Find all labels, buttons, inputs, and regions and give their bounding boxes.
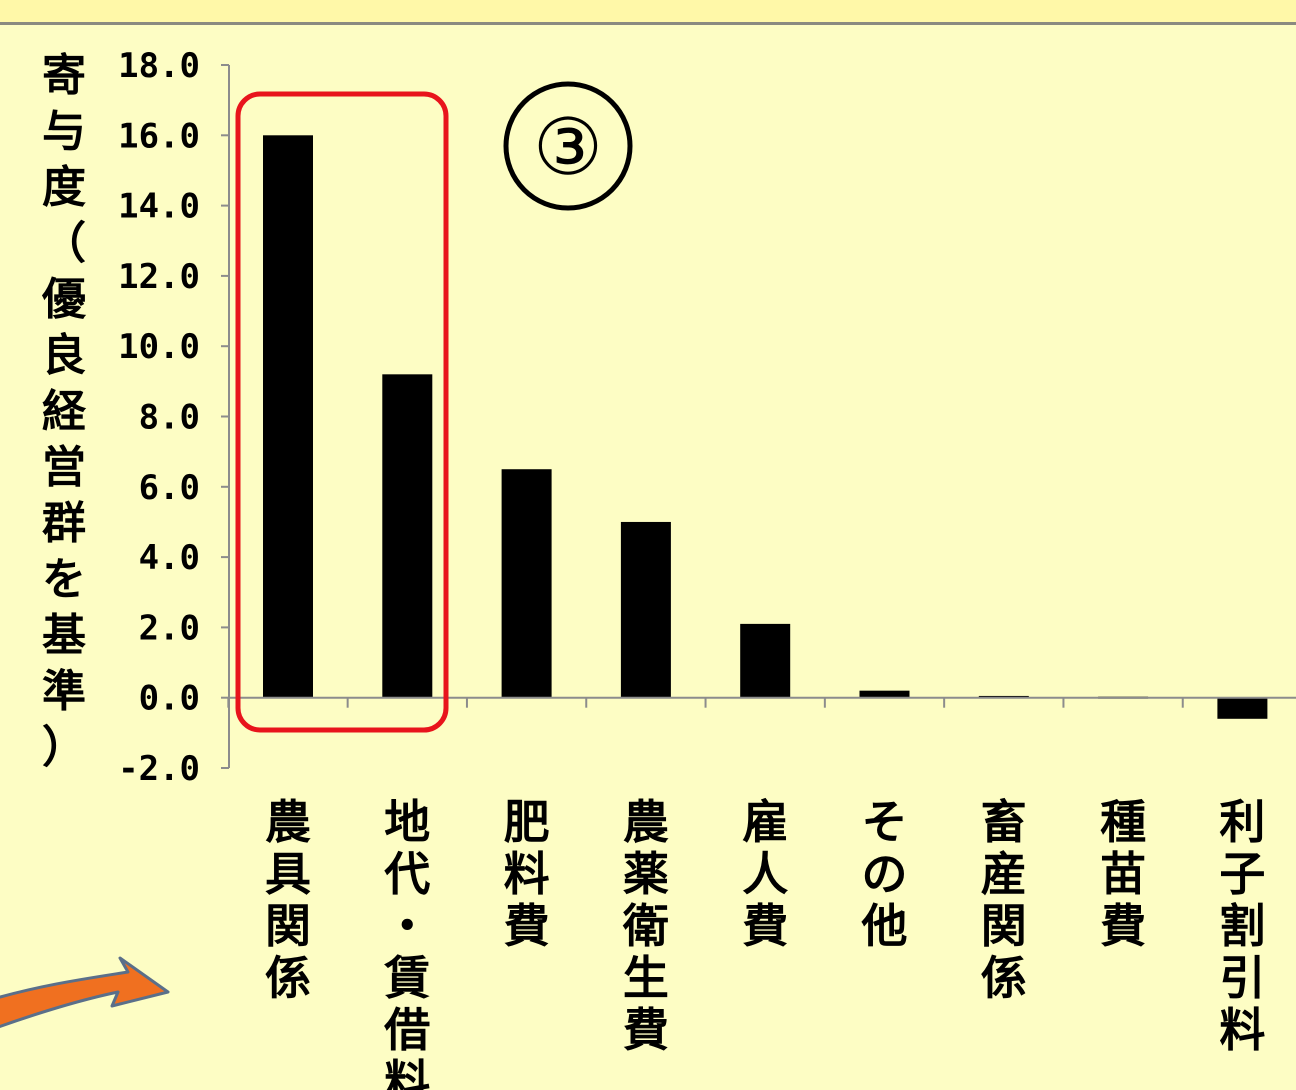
category-label: その他: [861, 795, 908, 953]
category-label: 利子割引料: [1219, 795, 1265, 1057]
highlight-box: [235, 91, 449, 733]
category-label: 農具関係: [265, 795, 311, 1005]
y-tick-label: -2.0: [118, 749, 200, 789]
category-label: 畜産関係: [981, 795, 1027, 1005]
category-labels: 農具関係 地代・賃借料 肥料費 農薬衛生費 雇人費 その他 畜産関係 種苗費 利子割引料: [265, 795, 1265, 1090]
y-tick-label: 2.0: [139, 608, 200, 648]
y-tick-label: 10.0: [118, 327, 200, 367]
annotation-circle: [503, 81, 633, 211]
bar: [382, 374, 433, 698]
category-label: 肥料費: [504, 795, 550, 953]
bar: [620, 521, 671, 698]
y-tick-label: 12.0: [118, 257, 200, 297]
y-tick-label: 8.0: [139, 398, 200, 438]
y-axis-label: 寄与度（優良経営群を基準）: [41, 50, 87, 773]
y-tick-label: 14.0: [118, 187, 200, 227]
bar: [859, 690, 910, 698]
category-label: 種苗費: [1100, 795, 1146, 953]
arrow-icon: [0, 956, 170, 1029]
category-label: 農薬衛生費: [622, 795, 669, 1057]
y-tick-label: 16.0: [118, 116, 200, 156]
category-label: 雇人費: [742, 795, 788, 953]
category-label: 地代・賃借料: [383, 795, 430, 1090]
y-axis-title: 寄与度（優良経営群を基準）: [41, 50, 87, 773]
bar: [263, 135, 313, 698]
y-tick-label: 6.0: [139, 468, 200, 508]
bars: [263, 135, 1268, 719]
annotation-marker: ③: [503, 81, 633, 211]
y-axis: -2.0 0.0 2.0 4.0 6.0 8.0 10.0 12.0 14.0 16.0 18.0: [118, 46, 230, 789]
bar: [740, 623, 791, 698]
y-tick-label: 0.0: [139, 679, 200, 719]
x-axis: [227, 696, 1296, 708]
bar: [1217, 697, 1268, 719]
bar: [501, 469, 552, 698]
annotation-number: ③: [533, 103, 603, 193]
y-tick-label: 18.0: [118, 46, 200, 86]
y-tick-label: 4.0: [139, 538, 200, 578]
slide-top-band: [0, 0, 1296, 25]
